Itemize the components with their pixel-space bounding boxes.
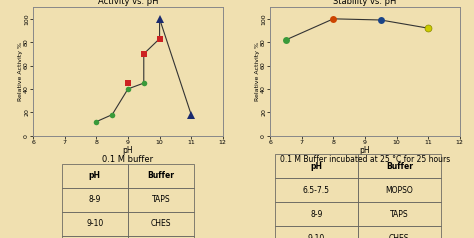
- X-axis label: pH: pH: [360, 146, 370, 155]
- Y-axis label: Relative Activity %: Relative Activity %: [18, 42, 23, 101]
- Text: 0.1 M Buffer incubated at 25 °C for 25 hours: 0.1 M Buffer incubated at 25 °C for 25 h…: [280, 155, 450, 164]
- X-axis label: pH: pH: [123, 146, 133, 155]
- Title: Activity vs. pH: Activity vs. pH: [98, 0, 158, 6]
- Text: 0.1 M buffer: 0.1 M buffer: [102, 155, 154, 164]
- Y-axis label: Relative Activity %: Relative Activity %: [255, 42, 260, 101]
- Title: Stability vs. pH: Stability vs. pH: [333, 0, 397, 6]
